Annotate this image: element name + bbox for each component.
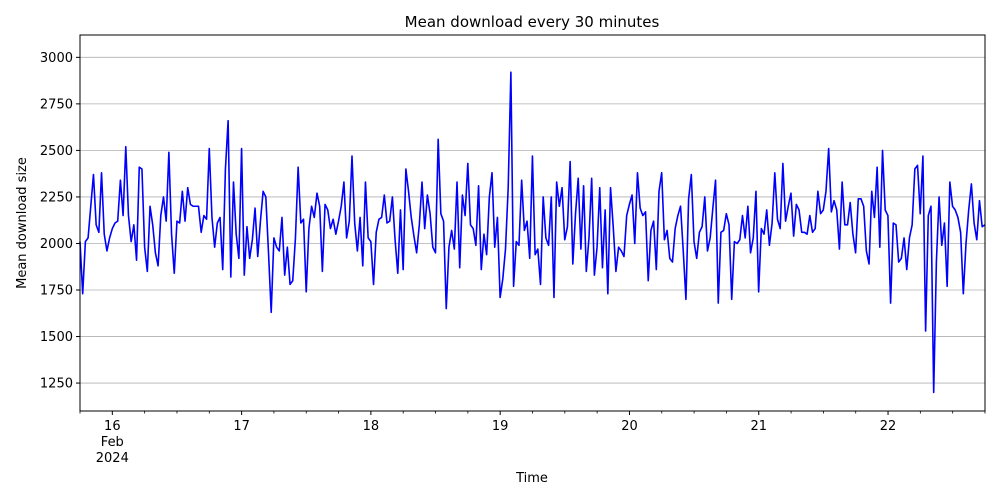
x-tick-label-21: 21 [750,419,767,434]
x-tick-year-label: 2024 [96,451,129,466]
x-tick-label-22: 22 [880,419,897,434]
y-tick-label-2750: 2750 [40,97,73,112]
y-tick-label-2500: 2500 [40,144,73,159]
y-tick-label-3000: 3000 [40,51,73,66]
y-tick-label-1250: 1250 [40,377,73,392]
y-tick-label-2250: 2250 [40,190,73,205]
x-tick-month-label: Feb [101,435,124,450]
y-axis: 1250 1500 1750 2000 2250 2500 2750 3000 [40,51,80,392]
chart-title: Mean download every 30 minutes [405,13,660,31]
y-axis-label: Mean download size [15,157,30,289]
y-tick-label-1500: 1500 [40,330,73,345]
x-tick-label-17: 17 [233,419,250,434]
y-tick-label-1750: 1750 [40,284,73,299]
plot-frame [79,34,986,412]
series-line-0 [79,71,986,394]
x-tick-label-20: 20 [621,419,638,434]
x-tick-label-16: 16 [104,419,121,434]
x-axis-label: Time [515,471,548,486]
y-tick-label-2000: 2000 [40,237,73,252]
series-layer [79,71,986,394]
x-tick-label-18: 18 [363,419,380,434]
x-tick-label-19: 19 [492,419,509,434]
gridlines [80,56,985,384]
